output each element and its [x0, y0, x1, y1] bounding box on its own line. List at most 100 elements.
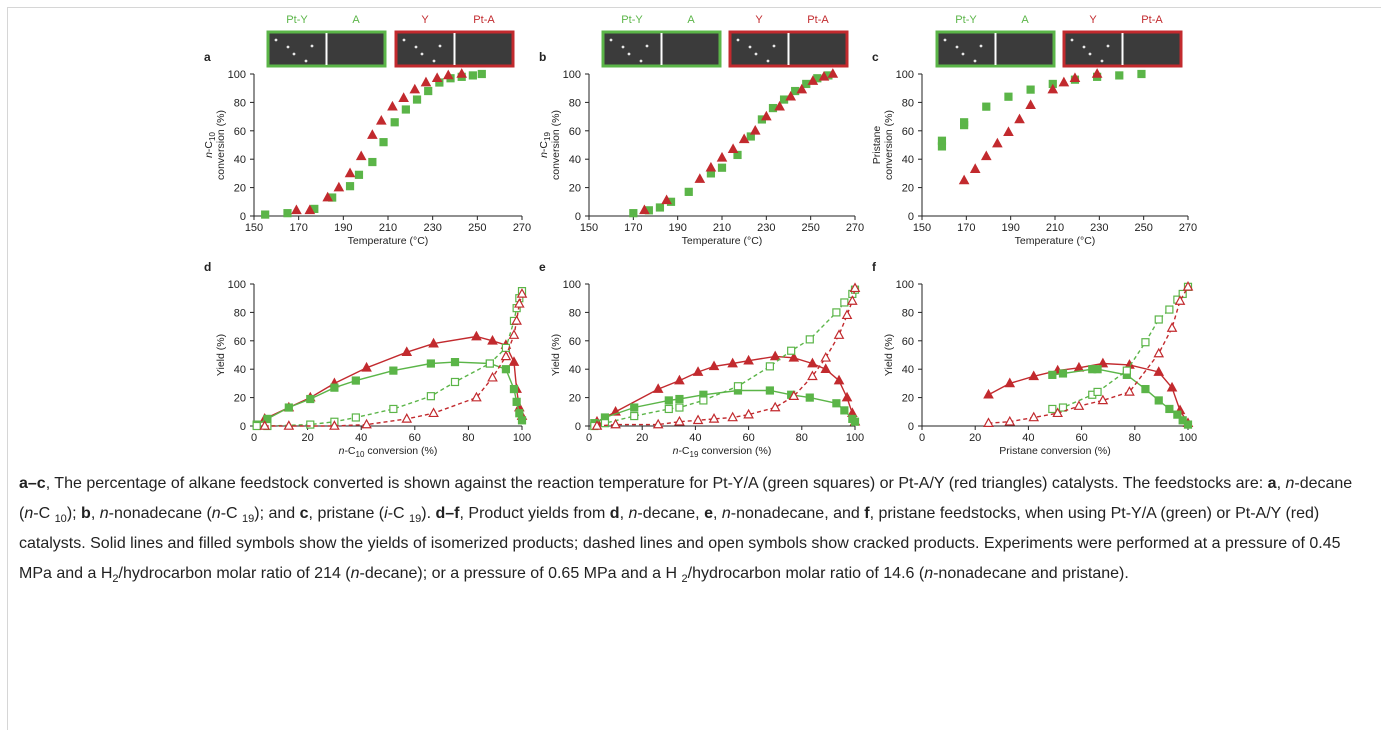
data-point-triangle: [329, 420, 340, 430]
tem-speck: [754, 52, 758, 56]
data-point-triangle: [788, 351, 800, 362]
tem-speck: [1070, 38, 1074, 42]
tem-label: Y: [755, 14, 763, 26]
data-point-square: [805, 335, 814, 344]
data-point-square: [517, 416, 527, 425]
y-axis-label: n-C10: [203, 132, 217, 158]
y-tick-label: 60: [902, 126, 914, 138]
y-tick-label: 40: [234, 154, 246, 166]
data-point-square: [684, 187, 693, 196]
caption-text: ,: [90, 505, 100, 522]
y-tick-label: 60: [569, 336, 581, 348]
tem-speck: [310, 44, 314, 48]
y-axis-label: conversion (%): [550, 110, 562, 180]
y-tick-label: 40: [902, 364, 914, 376]
y-tick-label: 80: [569, 307, 581, 319]
data-point-triangle: [1028, 411, 1040, 422]
caption-text: -C: [33, 505, 55, 522]
x-tick-label: 0: [919, 432, 925, 444]
y-tick-label: 100: [228, 279, 246, 291]
tem-label: Pt-A: [1141, 14, 1163, 26]
figure-caption: a–c, The percentage of alkane feedstock …: [19, 469, 1369, 589]
data-point-triangle: [694, 173, 706, 183]
data-point-triangle: [283, 420, 295, 430]
data-point-triangle: [401, 346, 413, 356]
data-point-triangle: [727, 411, 738, 422]
data-point-square: [283, 209, 292, 218]
x-tick-label: 80: [462, 432, 474, 444]
x-tick-label: 40: [689, 432, 701, 444]
x-tick-label: 230: [1090, 222, 1108, 234]
caption-text: 2: [681, 573, 688, 586]
caption-text: n: [1285, 475, 1295, 492]
panel-label: a: [204, 50, 211, 64]
x-tick-label: 60: [1075, 432, 1087, 444]
tem-speck: [979, 44, 983, 48]
data-point-square: [389, 404, 398, 414]
x-tick-label: 40: [1022, 432, 1034, 444]
data-point-square: [1048, 370, 1057, 379]
data-point-square: [733, 150, 742, 160]
y-tick-label: 80: [569, 97, 581, 109]
data-point-square: [501, 343, 511, 352]
data-point-square: [345, 182, 355, 191]
data-point-square: [982, 102, 991, 111]
data-point-square: [485, 359, 494, 368]
data-point-square: [1122, 366, 1131, 375]
data-point-triangle: [1174, 295, 1186, 305]
data-point-triangle: [818, 70, 830, 81]
x-tick-label: 20: [301, 432, 313, 444]
data-point-triangle: [639, 204, 650, 215]
data-point-square: [840, 406, 849, 415]
x-axis-label: Temperature (°C): [682, 235, 763, 247]
data-point-triangle: [983, 388, 994, 399]
data-point-triangle: [1097, 394, 1109, 405]
data-point-square: [960, 118, 969, 127]
data-point-square: [351, 376, 360, 385]
data-point-square: [840, 298, 849, 307]
data-point-square: [1093, 387, 1102, 397]
caption-text: i: [384, 505, 388, 522]
tem-label: A: [687, 14, 695, 26]
caption-text: 19: [242, 513, 255, 526]
x-axis-label: Pristane conversion (%): [999, 445, 1110, 457]
data-point-triangle: [401, 413, 413, 423]
data-point-square: [330, 383, 339, 392]
data-point-triangle: [674, 374, 685, 385]
caption-text: , pristane feedstocks, when using Pt-Y/A…: [19, 505, 1341, 582]
data-point-triangle: [1182, 280, 1194, 291]
data-point-triangle: [409, 83, 421, 94]
data-point-square: [1115, 71, 1124, 80]
data-point-triangle: [788, 390, 800, 400]
data-point-square: [252, 421, 261, 431]
data-point-square: [937, 136, 947, 145]
y-axis-label: Pristane: [871, 126, 883, 165]
data-point-square: [1093, 365, 1102, 374]
panel-label: c: [872, 50, 879, 64]
data-point-square: [450, 358, 460, 367]
data-point-triangle: [487, 371, 498, 382]
y-axis-label: conversion (%): [215, 110, 227, 180]
x-tick-label: 270: [1179, 222, 1197, 234]
tem-speck: [1106, 44, 1110, 48]
caption-text: n: [924, 565, 934, 582]
data-point-triangle: [769, 401, 781, 412]
data-point-square: [768, 103, 778, 113]
tem-label: Pt-A: [473, 14, 495, 26]
data-point-triangle: [841, 391, 853, 402]
data-point-square: [733, 382, 743, 391]
data-point-triangle: [1004, 415, 1016, 426]
data-point-triangle: [827, 68, 839, 78]
data-point-triangle: [692, 366, 704, 376]
caption-text: 2: [112, 573, 119, 586]
data-point-triangle: [674, 415, 685, 426]
caption-text: f: [864, 505, 870, 522]
tem-speck: [973, 59, 977, 63]
data-point-square: [501, 365, 511, 374]
caption-text: -decane,: [637, 505, 705, 522]
x-tick-label: 150: [913, 222, 931, 234]
y-tick-label: 0: [908, 421, 914, 433]
tem-speck: [645, 44, 649, 48]
caption-text: , The percentage of alkane feedstock con…: [45, 475, 1268, 492]
data-point-square: [512, 397, 521, 406]
